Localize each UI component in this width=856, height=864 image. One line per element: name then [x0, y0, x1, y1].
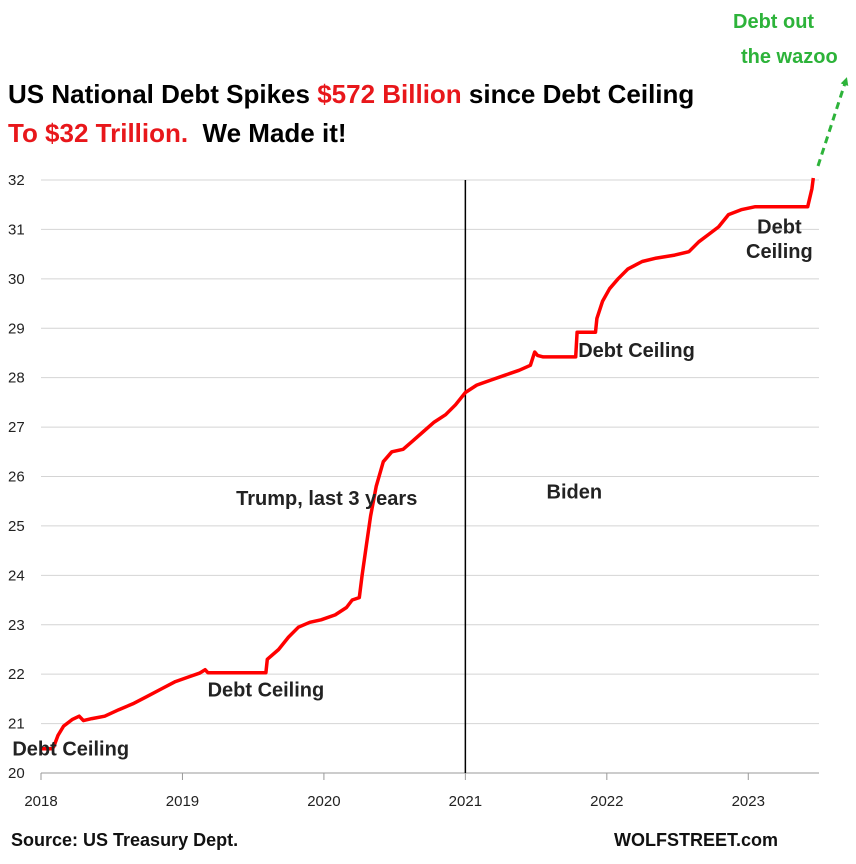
wazoo-callout-line-2: the wazoo — [741, 46, 838, 68]
y-tick-label: 21 — [8, 716, 25, 733]
debt-line — [41, 177, 816, 751]
wazoo-callout-line-1: Debt out — [733, 11, 814, 33]
chart-title-line-2: To $32 Trillion. We Made it! — [8, 118, 347, 148]
chart-annotation: Debt Ceiling — [12, 739, 129, 761]
chart-annotation: Trump, last 3 years — [236, 488, 417, 510]
chart-annotations: Debt Ceiling Debt Ceiling Trump, last 3 ye… — [12, 216, 812, 760]
title-segment: We Made it! — [188, 118, 346, 148]
y-tick-label: 29 — [8, 320, 25, 337]
debt-series — [41, 177, 816, 751]
y-tick-label: 22 — [8, 666, 25, 683]
y-tick-label: 30 — [8, 271, 25, 288]
x-tick-label: 2018 — [24, 793, 57, 810]
wazoo-arrow — [816, 77, 849, 167]
source-note: Source: US Treasury Dept. — [11, 830, 238, 850]
title-highlight-32-trillion: To $32 Trillion. — [8, 118, 188, 148]
gridlines — [41, 179, 819, 725]
y-tick-label: 25 — [8, 518, 25, 535]
y-tick-label: 31 — [8, 221, 25, 238]
y-tick-label: 32 — [8, 172, 25, 189]
y-tick-label: 26 — [8, 469, 25, 486]
x-tick-label: 2019 — [166, 793, 199, 810]
chart-annotation: Debt Ceiling — [208, 679, 325, 701]
y-tick-label: 28 — [8, 370, 25, 387]
title-segment: US National Debt Spikes — [8, 79, 317, 109]
title-highlight-572-billion: $572 Billion — [317, 79, 462, 109]
x-tick-label: 2022 — [590, 793, 623, 810]
chart-annotation: Biden — [547, 482, 603, 504]
x-tick-label: 2021 — [449, 793, 482, 810]
brand-footer: WOLFSTREET.com — [614, 830, 778, 850]
y-axis-tick-labels: 20 21 22 23 24 25 26 27 28 29 30 31 32 — [8, 172, 25, 782]
title-segment: since Debt Ceiling — [462, 79, 695, 109]
y-tick-label: 20 — [8, 765, 25, 782]
y-tick-label: 27 — [8, 419, 25, 436]
y-tick-label: 24 — [8, 567, 25, 584]
chart-annotation: Ceiling — [746, 241, 813, 263]
chart-annotation: Debt — [757, 216, 802, 238]
chart-title-line-1: US National Debt Spikes $572 Billion sin… — [8, 79, 694, 109]
x-tick-label: 2020 — [307, 793, 340, 810]
x-axis: 2018 2019 2020 2021 2022 2023 — [24, 772, 819, 810]
x-tick-label: 2023 — [732, 793, 765, 810]
chart-annotation: Debt Ceiling — [578, 340, 695, 362]
y-tick-label: 23 — [8, 617, 25, 634]
